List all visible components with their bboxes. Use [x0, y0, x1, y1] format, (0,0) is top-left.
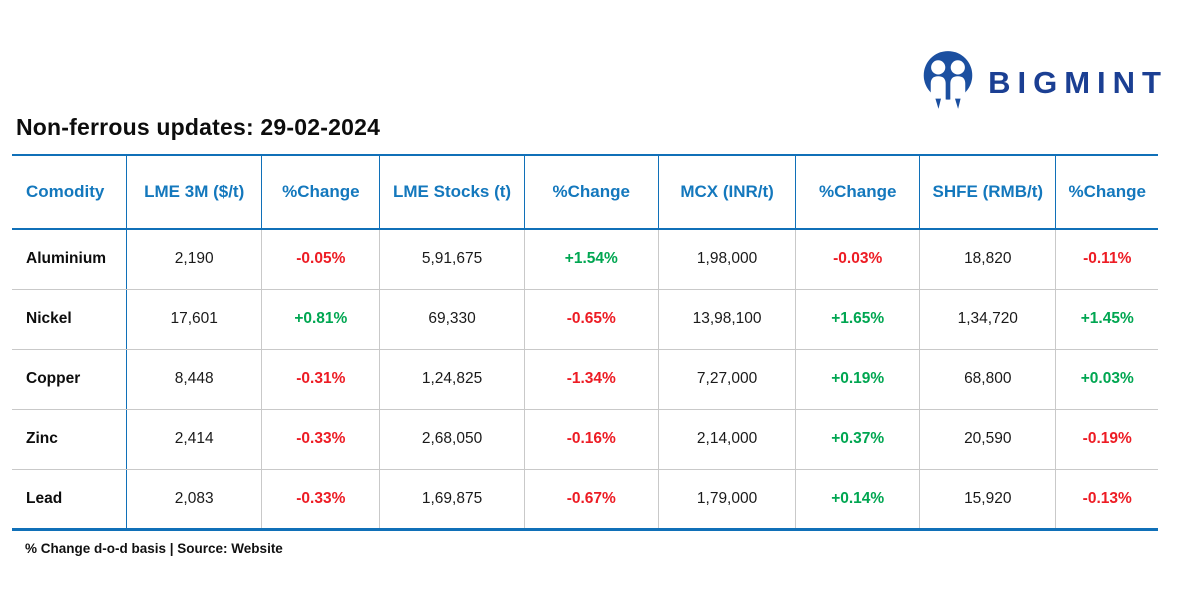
mcx-change: +0.19%	[795, 349, 921, 410]
shfe-change: -0.19%	[1055, 409, 1158, 470]
lme-3m-change: +0.81%	[261, 289, 381, 350]
lme-stocks-change: -0.65%	[524, 289, 659, 350]
shfe-change: +1.45%	[1055, 289, 1158, 350]
shfe-value: 68,800	[919, 349, 1057, 410]
lme-stocks-value: 1,24,825	[379, 349, 525, 410]
mcx-change: +1.65%	[795, 289, 921, 350]
shfe-change: -0.13%	[1082, 489, 1132, 507]
column-header-lme-3m: LME 3M ($/t)	[126, 155, 263, 230]
mcx-value: 1,79,000	[658, 469, 797, 529]
shfe-value: 1,34,720	[919, 289, 1057, 350]
column-header-mcx-change: %Change	[795, 155, 921, 230]
table-row-lead: Lead 2,083 -0.33% 1,69,875 -0.67% 1,79,0…	[12, 469, 1158, 529]
commodity-name: Zinc	[12, 409, 128, 470]
lme-stocks-change: +1.54%	[524, 229, 659, 290]
column-header-lme-3m-change: %Change	[261, 155, 381, 230]
shfe-value: 15,920	[919, 469, 1057, 529]
lme-3m-change: -0.33%	[261, 409, 381, 470]
mcx-value: 7,27,000	[658, 349, 797, 410]
lme-stocks-value: 1,69,875	[379, 469, 525, 529]
table-row-aluminium: Aluminium 2,190 -0.05% 5,91,675 +1.54% 1…	[12, 229, 1158, 290]
lme-3m-value: 2,083	[126, 469, 263, 529]
lme-3m-value: 2,414	[126, 409, 263, 470]
bigmint-people-icon	[920, 50, 976, 115]
shfe-value: 20,590	[919, 409, 1057, 470]
brand-logo: BIGMINT	[920, 50, 1168, 115]
lme-3m-value: 8,448	[126, 349, 263, 410]
lme-stocks-change: -0.16%	[524, 409, 659, 470]
footer-note: % Change d-o-d basis | Source: Website	[25, 541, 283, 556]
nonferrous-price-table: Comodity LME 3M ($/t) %Change LME Stocks…	[12, 154, 1158, 531]
lme-3m-value: 2,190	[126, 229, 263, 290]
commodity-name: Nickel	[12, 289, 128, 350]
column-header-shfe: SHFE (RMB/t)	[919, 155, 1057, 230]
column-header-commodity: Comodity	[12, 155, 128, 230]
commodity-name: Aluminium	[12, 229, 128, 290]
mcx-change: -0.03%	[795, 229, 921, 290]
mcx-value: 2,14,000	[658, 409, 797, 470]
brand-wordmark: BIGMINT	[988, 64, 1168, 100]
lme-stocks-value: 69,330	[379, 289, 525, 350]
shfe-change: -0.11%	[1055, 229, 1158, 290]
lme-3m-change: -0.33%	[261, 469, 381, 529]
mcx-value: 1,98,000	[658, 229, 797, 290]
column-header-lme-stocks: LME Stocks (t)	[379, 155, 525, 230]
lme-3m-change: -0.05%	[261, 229, 381, 290]
lme-stocks-change: -0.67%	[524, 469, 659, 529]
shfe-value: 18,820	[919, 229, 1057, 290]
mcx-change: +0.37%	[795, 409, 921, 470]
lme-3m-value: 17,601	[126, 289, 263, 350]
table-row-nickel: Nickel 17,601 +0.81% 69,330 -0.65% 13,98…	[12, 289, 1158, 350]
mcx-value: 13,98,100	[658, 289, 797, 350]
page-title: Non-ferrous updates: 29-02-2024	[16, 114, 381, 140]
lme-stocks-change: -1.34%	[524, 349, 659, 410]
lme-stocks-value: 2,68,050	[379, 409, 525, 470]
column-header-shfe-change: %Change	[1055, 155, 1158, 230]
lme-3m-change: -0.31%	[261, 349, 381, 410]
table-row-copper: Copper 8,448 -0.31% 1,24,825 -1.34% 7,27…	[12, 349, 1158, 410]
commodity-name: Lead	[12, 469, 128, 529]
table-row-zinc: Zinc 2,414 -0.33% 2,68,050 -0.16% 2,14,0…	[12, 409, 1158, 470]
column-header-mcx: MCX (INR/t)	[658, 155, 797, 230]
table-header-row: Comodity LME 3M ($/t) %Change LME Stocks…	[12, 155, 1158, 230]
lme-stocks-value: 5,91,675	[379, 229, 525, 290]
commodity-name: Copper	[12, 349, 128, 410]
column-header-lme-stocks-change: %Change	[524, 155, 659, 230]
mcx-change: +0.14%	[795, 469, 921, 529]
shfe-change: +0.03%	[1055, 349, 1158, 410]
